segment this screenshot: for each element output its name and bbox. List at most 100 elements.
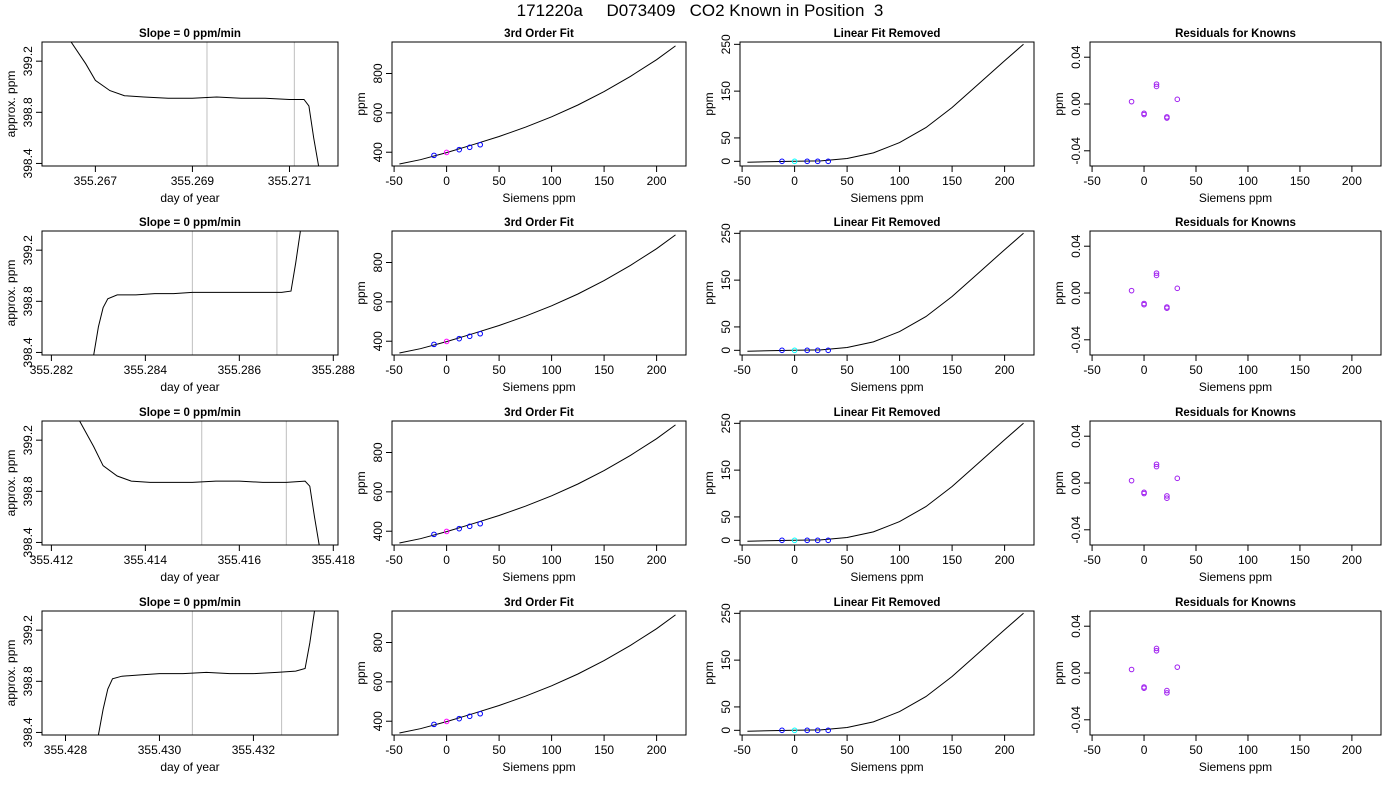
y-axis-label: ppm [354, 471, 368, 494]
x-tick-label: 100 [890, 743, 910, 757]
data-point [1153, 270, 1160, 276]
data-point [1128, 98, 1135, 105]
y-axis-label: ppm [354, 281, 368, 304]
data-point [1164, 687, 1170, 694]
x-tick-label: 0 [1141, 743, 1148, 757]
panel-linear_removed-row-2: Linear Fit Removed -50 0 50 100 150 200 0 50 150 2… [702, 407, 1035, 584]
data-point [814, 158, 821, 165]
x-tick-label: 100 [542, 363, 562, 377]
y-tick-label: 0.04 [1069, 424, 1083, 448]
x-tick-label: 150 [594, 174, 614, 188]
data-point [1164, 495, 1170, 502]
y-axis-label: ppm [702, 281, 716, 304]
x-axis-label: day of year [160, 570, 219, 584]
data-point [1174, 475, 1181, 482]
data-point [1141, 685, 1147, 692]
data-point [825, 158, 832, 165]
data-point [804, 347, 811, 354]
fit-curve [399, 424, 676, 544]
data-point [431, 531, 437, 538]
x-tick-label: 150 [594, 363, 614, 377]
x-axis-label: Siemens ppm [1199, 380, 1272, 394]
x-tick-label: 0 [1141, 553, 1148, 567]
y-tick-label: 150 [719, 270, 733, 290]
panel-residuals-row-0: Residuals for Knowns -50 0 50 100 150 200 -0.04… [1052, 28, 1382, 205]
fit-curve [747, 43, 1024, 163]
x-tick-label: 50 [492, 743, 506, 757]
y-tick-label: 400 [371, 142, 385, 162]
x-tick-label: 100 [1238, 174, 1258, 188]
y-tick-label: 400 [371, 521, 385, 541]
y-tick-label: 150 [719, 81, 733, 101]
data-point [791, 158, 798, 165]
panel-title: Linear Fit Removed [834, 407, 941, 419]
data-point [477, 330, 484, 337]
panel-title: Residuals for Knowns [1175, 597, 1296, 609]
x-tick-label: 200 [995, 743, 1015, 757]
y-tick-label: 600 [371, 672, 385, 692]
x-tick-label: 200 [995, 363, 1015, 377]
panel-title: 3rd Order Fit [504, 217, 574, 229]
x-tick-label: 0 [1141, 363, 1148, 377]
data-point [443, 149, 450, 156]
plot-area [79, 421, 320, 545]
x-tick-label: 0 [443, 743, 450, 757]
data-point [456, 525, 463, 532]
y-axis-label: approx. ppm [4, 450, 18, 517]
data-point [477, 141, 484, 148]
y-tick-label: 250 [719, 413, 733, 433]
y-axis-label: approx. ppm [4, 71, 18, 138]
plot-area [1128, 645, 1181, 696]
panel-residuals-row-2: Residuals for Knowns -50 0 50 100 150 200 -0.04… [1052, 407, 1382, 584]
y-tick-label: 800 [371, 252, 385, 272]
plot-area [399, 614, 676, 734]
x-axis-label: Siemens ppm [850, 570, 923, 584]
y-tick-label: 0.00 [1069, 281, 1083, 305]
x-tick-label: 355.267 [74, 174, 118, 188]
plot-frame [41, 610, 339, 736]
x-tick-label: 0 [791, 363, 798, 377]
fit-curve [399, 614, 676, 734]
panel-residuals-row-1: Residuals for Knowns -50 0 50 100 150 200 -0.04… [1052, 217, 1382, 394]
y-axis-label: approx. ppm [4, 260, 18, 327]
x-tick-label: 100 [1238, 553, 1258, 567]
x-tick-label: 100 [890, 174, 910, 188]
x-tick-label: 100 [890, 553, 910, 567]
x-tick-label: 150 [1290, 743, 1310, 757]
data-point [431, 721, 437, 728]
panel-fit-row-1: 3rd Order Fit -50 0 50 100 150 200 400 600 800 Sie… [354, 217, 687, 394]
y-tick-label: 600 [371, 482, 385, 502]
y-tick-label: 0.00 [1069, 471, 1083, 495]
x-tick-label: 0 [791, 553, 798, 567]
y-tick-label: 150 [719, 460, 733, 480]
x-axis-label: Siemens ppm [850, 760, 923, 774]
data-point [443, 718, 450, 725]
plot-frame [391, 230, 687, 356]
panel-title: Residuals for Knowns [1175, 217, 1296, 229]
x-tick-label: 200 [1342, 743, 1362, 757]
x-tick-label: 150 [594, 553, 614, 567]
panel-title: Linear Fit Removed [834, 597, 941, 609]
data-point [431, 152, 437, 159]
plot-frame [1089, 610, 1382, 736]
y-tick-label: 0.00 [1069, 92, 1083, 116]
plot-frame [41, 420, 339, 546]
x-tick-label: 50 [1189, 174, 1203, 188]
x-tick-label: 355.432 [232, 743, 276, 757]
x-tick-label: 150 [1290, 363, 1310, 377]
x-axis-label: Siemens ppm [502, 760, 575, 774]
x-tick-label: -50 [733, 363, 751, 377]
x-tick-label: 200 [647, 174, 667, 188]
x-tick-label: 200 [1342, 174, 1362, 188]
y-tick-label: 150 [719, 650, 733, 670]
x-tick-label: 200 [995, 174, 1015, 188]
data-point [779, 347, 785, 354]
y-tick-label: 0.04 [1069, 45, 1083, 69]
x-axis-label: Siemens ppm [502, 191, 575, 205]
panel-title: Linear Fit Removed [834, 217, 941, 229]
x-axis-label: Siemens ppm [1199, 570, 1272, 584]
data-point [825, 347, 832, 354]
plot-area [399, 45, 676, 165]
series-line [70, 42, 320, 166]
y-tick-label: 400 [371, 711, 385, 731]
